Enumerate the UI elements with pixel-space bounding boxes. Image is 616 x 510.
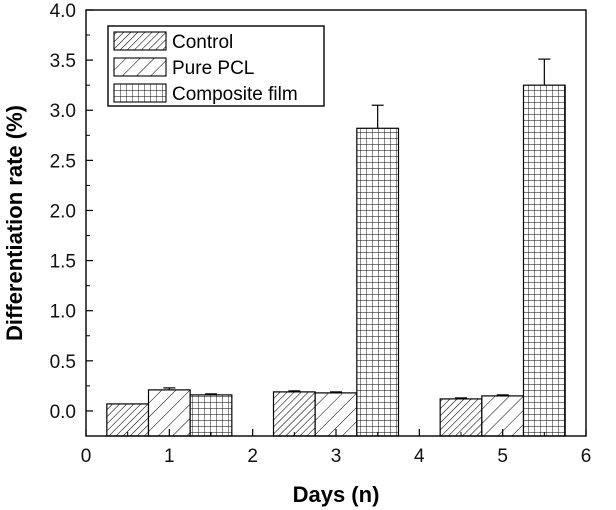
- legend-label: Pure PCL: [172, 58, 254, 79]
- bar: [522, 84, 566, 437]
- y-axis-title: Differentiation rate (%): [2, 105, 27, 341]
- x-tick-label: 5: [497, 446, 508, 467]
- legend-label: Control: [172, 32, 233, 53]
- y-tick-label: 0.5: [50, 352, 76, 373]
- bar: [272, 391, 316, 437]
- legend-label: Composite film: [172, 84, 298, 105]
- bar: [439, 398, 483, 437]
- plot-area: [106, 58, 566, 437]
- bar: [106, 403, 150, 437]
- x-tick-label: 0: [81, 446, 92, 467]
- x-tick-label: 1: [164, 446, 175, 467]
- y-tick-label: 3.5: [50, 51, 76, 72]
- axes: 0 1 2 3 4 5 6 0.0 0.5 1.0 1.5 2.0 2.5 3.0 3.5 4.0: [50, 1, 592, 467]
- legend-swatch: [113, 57, 167, 77]
- y-tick-label: 2.5: [50, 151, 76, 172]
- legend-swatch: [113, 83, 167, 103]
- bar: [147, 389, 191, 437]
- bar: [189, 394, 233, 437]
- x-tick-label: 4: [414, 446, 425, 467]
- x-tick-label: 3: [331, 446, 342, 467]
- x-axis-title: Days (n): [293, 482, 380, 507]
- bar: [356, 127, 400, 437]
- y-tick-label: 1.5: [50, 252, 76, 273]
- x-tick-label: 2: [247, 446, 258, 467]
- y-tick-label: 1.0: [50, 302, 76, 323]
- y-tick-label: 0.0: [50, 402, 76, 423]
- y-tick-label: 3.0: [50, 101, 76, 122]
- x-tick-label: 6: [581, 446, 592, 467]
- legend-swatch: [113, 31, 167, 51]
- y-tick-label: 4.0: [50, 1, 76, 22]
- y-tick-label: 2.0: [50, 201, 76, 222]
- legend: Control Pure PCL Composite film: [107, 25, 325, 107]
